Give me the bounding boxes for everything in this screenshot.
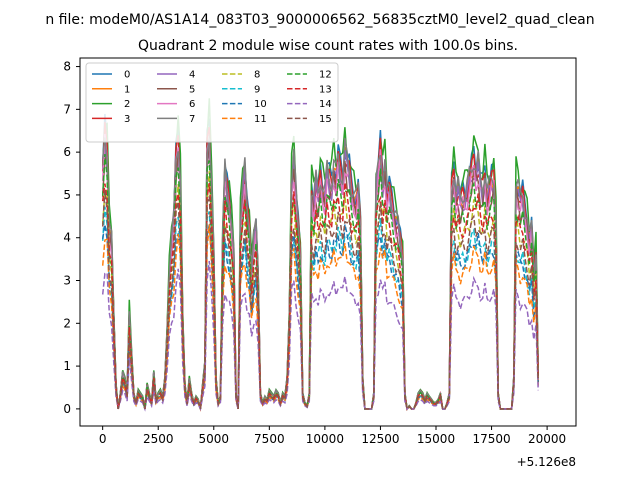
x-tick-label: 10000 bbox=[306, 432, 344, 446]
y-tick-label: 7 bbox=[63, 102, 71, 116]
y-tick-label: 2 bbox=[63, 316, 71, 330]
legend-label-10: 10 bbox=[254, 99, 267, 110]
series-line-10 bbox=[101, 224, 539, 411]
legend-frame bbox=[85, 62, 339, 143]
legend-label-2: 2 bbox=[124, 99, 130, 110]
legend-label-3: 3 bbox=[124, 114, 130, 125]
legend-label-12: 12 bbox=[319, 70, 332, 81]
y-tick-label: 0 bbox=[63, 402, 71, 416]
x-tick-label: 15000 bbox=[417, 432, 455, 446]
series-line-12 bbox=[101, 154, 539, 411]
legend-label-8: 8 bbox=[254, 70, 260, 81]
x-tick-label: 2500 bbox=[143, 432, 174, 446]
series-layer bbox=[101, 98, 539, 412]
legend-label-4: 4 bbox=[189, 70, 195, 81]
y-tick-label: 4 bbox=[63, 231, 71, 245]
legend-label-14: 14 bbox=[319, 99, 332, 110]
x-axis: 0 2500 5000 7500 10000 12500 15000 17500 20000 bbox=[99, 426, 566, 446]
legend-label-7: 7 bbox=[189, 114, 195, 125]
x-tick-label: 17500 bbox=[472, 432, 510, 446]
chart-title: Quadrant 2 module wise count rates with … bbox=[138, 38, 518, 54]
plot-frame bbox=[79, 57, 577, 427]
x-offset-label: +5.126e8 bbox=[517, 455, 576, 469]
legend-label-5: 5 bbox=[189, 84, 195, 95]
x-tick-label: 20000 bbox=[528, 432, 566, 446]
x-tick-label: 7500 bbox=[254, 432, 285, 446]
legend-label-13: 13 bbox=[319, 84, 332, 95]
series-line-14 bbox=[101, 260, 539, 412]
legend-label-0: 0 bbox=[124, 70, 130, 81]
legend-label-11: 11 bbox=[254, 114, 267, 125]
x-tick-label: 12500 bbox=[361, 432, 399, 446]
y-tick-label: 5 bbox=[63, 188, 71, 202]
series-line-11 bbox=[101, 224, 539, 412]
y-tick-label: 6 bbox=[63, 145, 71, 159]
figure-suptitle: n file: modeM0/AS1A14_083T03_9000006562_… bbox=[45, 12, 594, 28]
legend-label-6: 6 bbox=[189, 99, 195, 110]
y-axis: 0 1 2 3 4 5 6 7 8 bbox=[63, 60, 80, 416]
series-line-15 bbox=[101, 190, 539, 411]
legend-label-9: 9 bbox=[254, 84, 260, 95]
x-tick-label: 5000 bbox=[199, 432, 230, 446]
x-tick-label: 0 bbox=[99, 432, 107, 446]
y-tick-label: 8 bbox=[63, 60, 71, 74]
y-tick-label: 3 bbox=[63, 274, 71, 288]
legend-label-15: 15 bbox=[319, 114, 332, 125]
series-line-7 bbox=[101, 137, 539, 411]
legend-label-1: 1 bbox=[124, 84, 130, 95]
y-tick-label: 1 bbox=[63, 359, 71, 373]
